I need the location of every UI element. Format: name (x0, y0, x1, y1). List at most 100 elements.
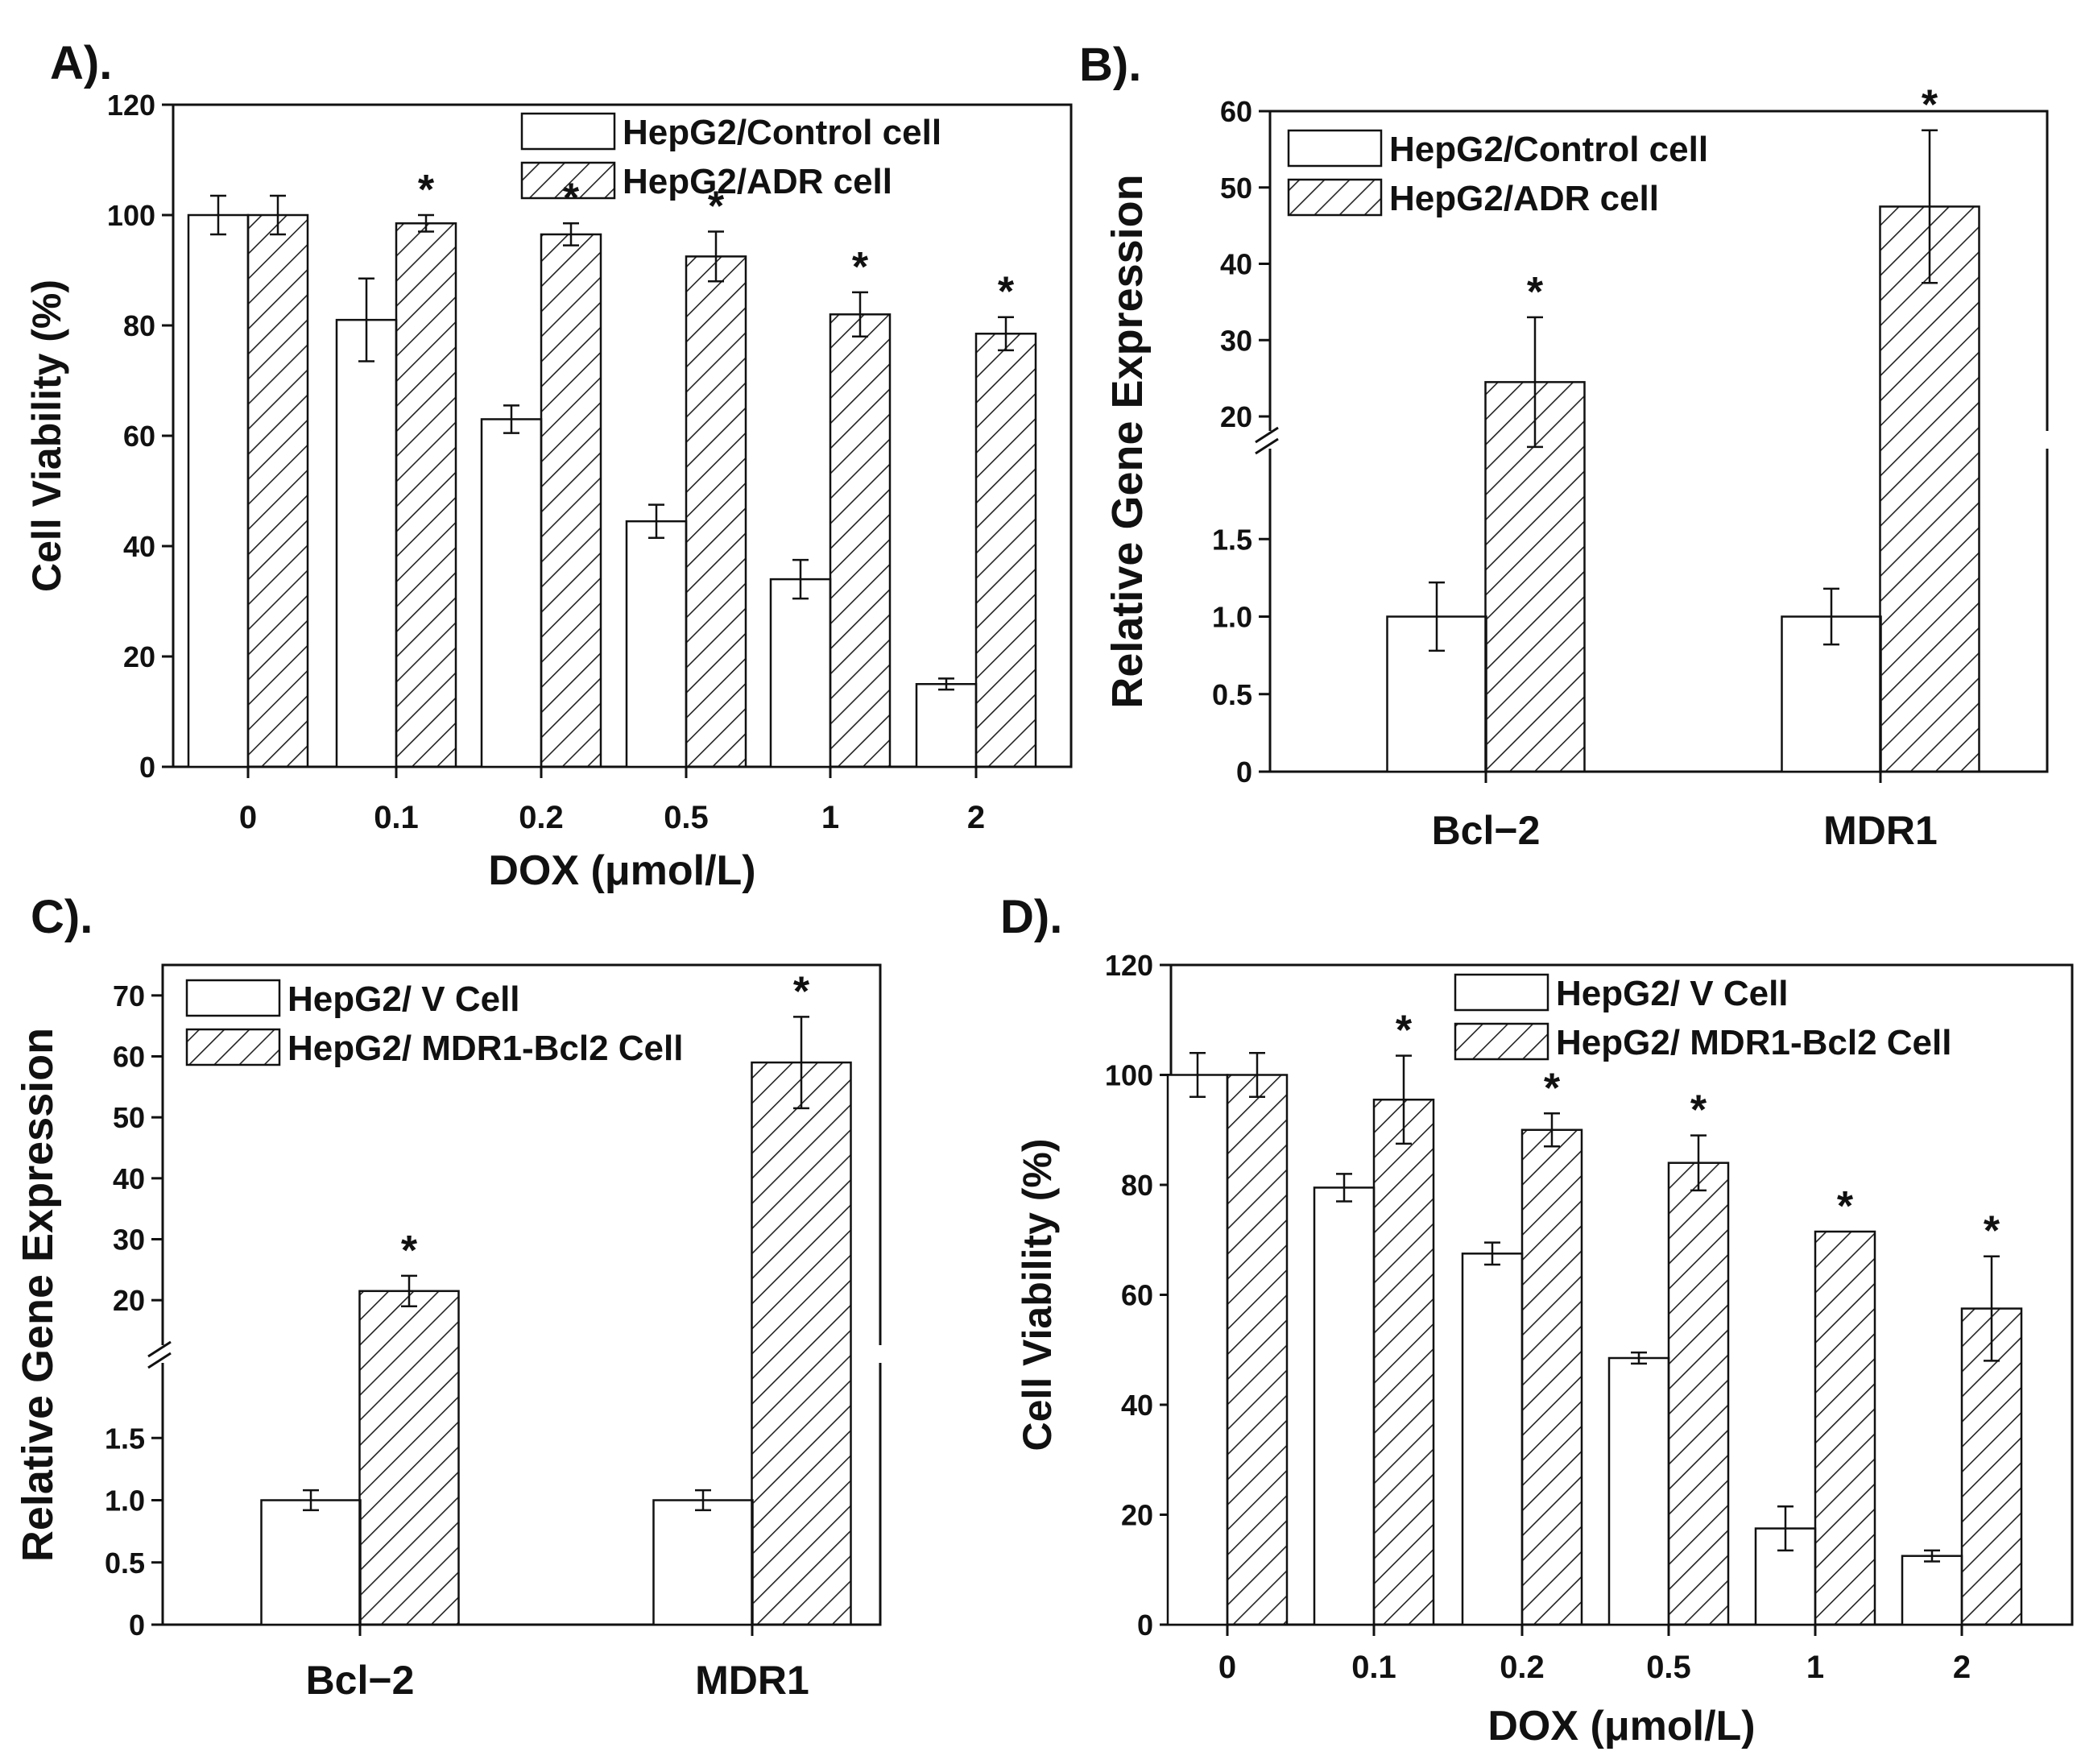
bar-treated (1879, 205, 1980, 773)
y-tick-label: 120 (107, 89, 155, 122)
y-tick-label: 0 (1236, 756, 1252, 789)
x-tick-label: 0.2 (519, 800, 564, 835)
bar-treated (685, 255, 747, 768)
plot-frame (161, 963, 882, 1626)
significance-star: * (1544, 1065, 1561, 1112)
legend-swatch (1454, 973, 1549, 1012)
bar-control (652, 1499, 754, 1626)
bar-control (480, 418, 543, 768)
legend-label: HepG2/ V Cell (288, 979, 520, 1019)
panel-title: D). (1000, 891, 1062, 943)
x-tick-label: Bcl−2 (306, 1658, 415, 1703)
legend-swatch (185, 979, 281, 1017)
x-tick-label: 0 (1218, 1650, 1236, 1685)
legend-label: HepG2/Control cell (1389, 130, 1708, 169)
bar-control (335, 318, 398, 768)
significance-star: * (852, 244, 869, 291)
axis-break-gap (1254, 431, 2055, 449)
panel-title: B). (1079, 39, 1141, 91)
significance-star: * (1690, 1087, 1707, 1134)
panel-4: D). 0 20 40 60 80 100 120 Cell Viability (%) 0 0.1… (1000, 891, 2074, 1750)
bar-treated (1372, 1098, 1435, 1626)
bar-treated (829, 313, 892, 768)
y-tick-label: 70 (113, 979, 145, 1012)
bar-control (1461, 1253, 1524, 1626)
significance-star: * (1396, 1008, 1413, 1054)
y-tick-label: 40 (1220, 248, 1252, 281)
bar-treated (974, 333, 1037, 768)
x-tick-label: 1 (821, 800, 839, 835)
y-tick-label: 50 (1220, 172, 1252, 205)
y-axis-label: Relative Gene Expression (1103, 174, 1152, 708)
significance-star: * (418, 167, 435, 213)
y-tick-label: 50 (113, 1101, 145, 1134)
bar-control (915, 683, 978, 768)
bar-control (187, 213, 250, 768)
x-tick-label: 0.1 (1351, 1650, 1396, 1685)
y-axis-label: Relative Gene Expression (14, 1028, 62, 1562)
x-tick-label: 0.1 (374, 800, 419, 835)
y-tick-label: 100 (1105, 1059, 1153, 1092)
legend-label: HepG2/ADR cell (623, 162, 892, 201)
legend-swatch (520, 112, 616, 151)
y-tick-label: 20 (123, 640, 155, 673)
bar-treated (246, 213, 309, 768)
significance-star: * (708, 184, 725, 230)
y-tick-label: 80 (1121, 1169, 1153, 1202)
bar-treated (540, 233, 602, 768)
axis-break-gap (147, 1345, 888, 1363)
x-tick-label: MDR1 (1823, 808, 1938, 853)
axis-break-mark (1255, 437, 1279, 455)
y-tick-label: 20 (1220, 400, 1252, 433)
panel-1: A). 0 20 40 60 80 100 120 Cell Viability (%) 0 0.1… (24, 37, 1073, 894)
legend-swatch (1287, 178, 1383, 217)
y-tick-label: 1.0 (1212, 601, 1252, 634)
y-tick-label: 0 (129, 1609, 145, 1642)
y-tick-label: 1.5 (1212, 523, 1252, 556)
legend-label: HepG2/ V Cell (1556, 974, 1789, 1013)
significance-star: * (1984, 1208, 2000, 1255)
bar-control (769, 578, 832, 768)
x-tick-label: MDR1 (695, 1658, 809, 1703)
bar-treated (1226, 1074, 1289, 1626)
significance-star: * (401, 1228, 418, 1274)
legend-swatch (1454, 1022, 1549, 1061)
y-tick-label: 0 (139, 751, 155, 784)
y-tick-label: 1.5 (105, 1422, 145, 1455)
panel-2: B). 0 0.5 1.0 1.5 20 30 40 50 60 Relative Gene Exp… (1079, 39, 2055, 853)
panel-title: A). (50, 37, 112, 89)
bar-treated (1814, 1230, 1876, 1626)
x-tick-label: 1 (1806, 1650, 1824, 1685)
legend-label: HepG2/ MDR1-Bcl2 Cell (1556, 1023, 1951, 1062)
legend-label: HepG2/Control cell (623, 113, 941, 152)
bar-control (1781, 615, 1882, 773)
x-tick-label: 2 (1953, 1650, 1971, 1685)
bar-control (625, 520, 688, 768)
bar-control (1901, 1555, 1963, 1626)
legend-swatch (185, 1028, 281, 1066)
bar-control (1166, 1074, 1229, 1626)
x-axis-label: DOX (μmol/L) (488, 847, 755, 894)
axis-break-mark (1255, 426, 1279, 444)
bar-control (1607, 1356, 1670, 1626)
bar-treated (358, 1290, 460, 1626)
legend-label: HepG2/ADR cell (1389, 179, 1659, 218)
significance-star: * (1922, 82, 1938, 129)
y-tick-label: 1.0 (105, 1484, 145, 1518)
significance-star: * (998, 269, 1015, 316)
legend-swatch (520, 161, 616, 200)
y-tick-label: 20 (1121, 1499, 1153, 1532)
legend-label: HepG2/ MDR1-Bcl2 Cell (288, 1029, 683, 1068)
x-tick-label: Bcl−2 (1432, 808, 1541, 853)
x-tick-label: 0.5 (664, 800, 709, 835)
bar-control (1313, 1186, 1376, 1626)
panel-title: C). (31, 891, 93, 943)
y-tick-label: 30 (113, 1224, 145, 1257)
x-tick-label: 0 (239, 800, 257, 835)
significance-star: * (793, 968, 810, 1015)
panel-3: C). 0 0.5 1.0 1.5 20 30 40 50 60 70 Relative Gene E… (14, 891, 888, 1703)
y-tick-label: 60 (113, 1041, 145, 1074)
y-axis-label: Cell Viability (%) (1015, 1138, 1060, 1451)
significance-star: * (1837, 1183, 1854, 1230)
